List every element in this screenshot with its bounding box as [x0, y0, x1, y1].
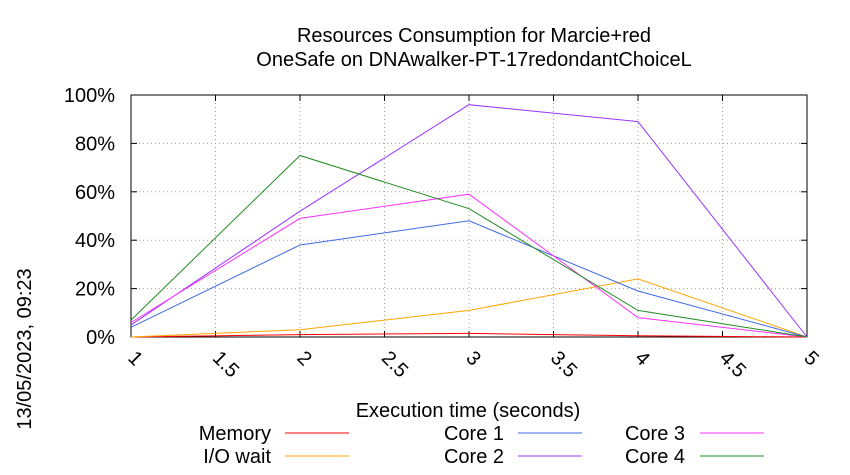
x-axis-label: Execution time (seconds)	[356, 400, 581, 422]
legend-label: Core 3	[625, 423, 685, 445]
series-line-memory	[130, 332, 808, 338]
series-line-core-3	[130, 193, 808, 338]
y-tick-label: 80%	[75, 133, 115, 155]
gridlines	[131, 95, 807, 337]
axis-ticks: 1 1.5 2 2.5 3 3.5 4 4.5 5 0% 20% 40% 60% 80% 100%	[64, 85, 823, 382]
x-tick-label: 3.5	[546, 347, 581, 382]
x-tick-label: 1	[123, 347, 146, 370]
x-tick-label: 4	[630, 347, 653, 370]
series-lines	[130, 104, 808, 338]
series-line-core-1	[130, 220, 808, 338]
y-tick-label: 60%	[75, 182, 115, 204]
x-tick-label: 3	[461, 347, 484, 370]
y-tick-label: 20%	[75, 279, 115, 301]
legend-label: Core 2	[444, 446, 504, 468]
series-line-i-o-wait	[130, 278, 808, 338]
x-tick-label: 2.5	[377, 347, 412, 382]
y-tick-label: 100%	[64, 85, 115, 107]
x-tick-label: 2	[292, 347, 315, 370]
chart-title-line-1: Resources Consumption for Marcie+red	[297, 25, 651, 47]
series-line-core-2	[130, 104, 808, 338]
x-tick-label: 5	[799, 347, 822, 370]
chart-title-line-2: OneSafe on DNAwalker-PT-17redondantChoic…	[256, 49, 691, 71]
x-tick-label: 4.5	[715, 347, 750, 382]
y-tick-label: 0%	[86, 327, 115, 349]
legend-label: I/O wait	[203, 446, 271, 468]
y-tick-label: 40%	[75, 230, 115, 252]
x-tick-label: 1.5	[208, 347, 243, 382]
legend-label: Memory	[199, 423, 271, 445]
series-line-core-4	[130, 154, 808, 338]
legend-label: Core 1	[444, 423, 504, 445]
timestamp: 13/05/2023, 09:23	[14, 268, 36, 429]
legend-label: Core 4	[625, 446, 685, 468]
